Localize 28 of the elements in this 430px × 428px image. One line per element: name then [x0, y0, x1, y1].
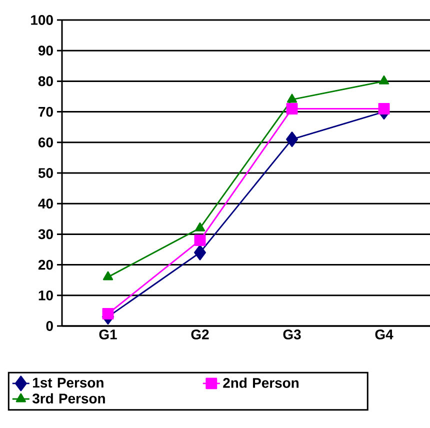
point [194, 222, 206, 232]
y-tick-label: 100 [31, 15, 53, 25]
y-tick-label: 20 [38, 260, 53, 270]
y-tick-label: 60 [38, 137, 53, 148]
legend-label: 3rd Person [32, 393, 105, 404]
point [286, 94, 298, 103]
y-tick-label: 70 [38, 106, 53, 117]
point [378, 103, 390, 114]
point [194, 244, 206, 260]
point [286, 103, 298, 114]
y-tick-label: 0 [46, 321, 53, 331]
y-tick-label: 50 [38, 168, 53, 178]
legend-label: 1st Person [33, 378, 104, 388]
x-tick-label: G1 [99, 330, 117, 340]
y-tick-label: 30 [38, 229, 53, 240]
y-tick-label: 40 [38, 198, 53, 209]
point [102, 308, 114, 320]
x-tick-label: G3 [283, 330, 301, 340]
point [102, 271, 114, 280]
x-tick-label: G2 [191, 330, 209, 340]
x-tick-label: G4 [375, 330, 394, 340]
point [378, 75, 390, 84]
y-tick-label: 90 [38, 46, 53, 56]
point [286, 132, 298, 148]
y-tick-label: 80 [38, 76, 53, 86]
legend-label: 2nd Person [223, 378, 298, 388]
point [194, 234, 206, 246]
y-tick-label: 10 [38, 290, 53, 300]
